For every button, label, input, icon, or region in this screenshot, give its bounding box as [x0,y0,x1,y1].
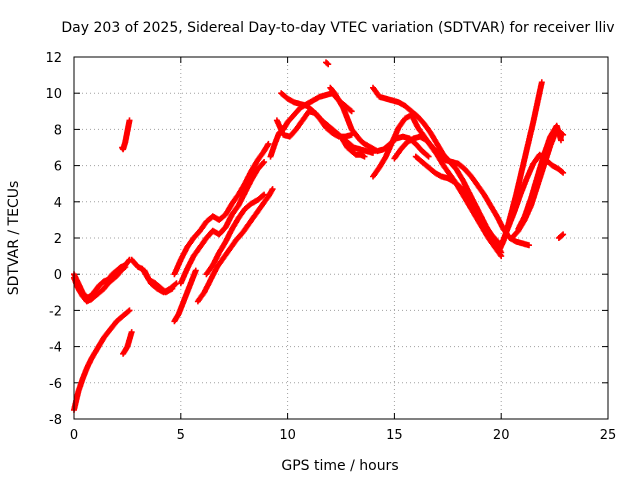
series-arc-8 [171,267,199,325]
y-tick-label: 12 [45,51,62,66]
data-point-markers [515,122,564,232]
y-tick-label: 4 [54,196,62,211]
data-point-markers [194,186,276,305]
series-arc-5 [120,329,135,357]
data-point-markers [177,159,268,287]
y-tick-label: 6 [54,160,62,175]
x-axis-label: GPS time / hours [281,458,398,474]
data-point-markers [555,231,567,241]
series-arc-15 [278,90,355,140]
series-arc-22 [412,153,503,247]
y-tick-label: -8 [49,413,62,428]
y-tick-label: 0 [54,268,62,283]
data-point-markers [171,140,272,278]
x-tick-label: 10 [279,428,296,443]
y-tick-label: 10 [45,87,62,102]
x-tick-label: 25 [600,428,617,443]
data-point-markers [273,108,376,156]
data-point-markers [370,111,505,260]
data-point-markers [71,307,133,413]
series-arc-9 [171,140,272,278]
y-tick-label: -4 [49,341,62,356]
x-tick-label: 15 [386,428,403,443]
y-tick-label: -2 [49,304,62,319]
series-arc-14 [273,108,376,156]
series-arc-3 [71,307,133,413]
axis-ticks: 0 5 10 15 20 25 -8 -6 -4 -2 0 2 4 6 8 10 12 [45,51,616,443]
data-points [71,59,567,413]
data-point-markers [141,267,180,296]
series-arc-4 [119,117,133,153]
x-tick-label: 0 [70,428,78,443]
y-tick-label: 2 [54,232,62,247]
plot-frame [73,56,609,420]
series-arc-20 [370,111,505,260]
series-arc-27 [555,231,567,241]
y-tick-label: 8 [54,123,62,138]
series-arc-11 [194,186,276,305]
x-tick-label: 20 [493,428,510,443]
series-arc-12 [203,191,268,278]
series-arc-10 [177,159,268,287]
data-point-markers [278,90,355,140]
chart-title: Day 203 of 2025, Sidereal Day-to-day VTE… [61,20,614,36]
x-tick-label: 5 [177,428,185,443]
series-arc-26 [515,122,564,232]
series-arc-18 [340,137,368,160]
grid [74,57,608,419]
data-point-markers [412,153,503,247]
series-arc-7 [141,267,180,296]
y-tick-label: -6 [49,377,62,392]
data-point-markers [203,191,268,278]
series-arc-16 [323,59,332,68]
data-point-markers [323,59,332,68]
data-point-markers [119,117,133,153]
data-point-markers [340,137,368,160]
data-point-markers [120,329,135,357]
y-axis-label: SDTVAR / TECUs [6,181,22,296]
data-point-markers [171,267,199,325]
